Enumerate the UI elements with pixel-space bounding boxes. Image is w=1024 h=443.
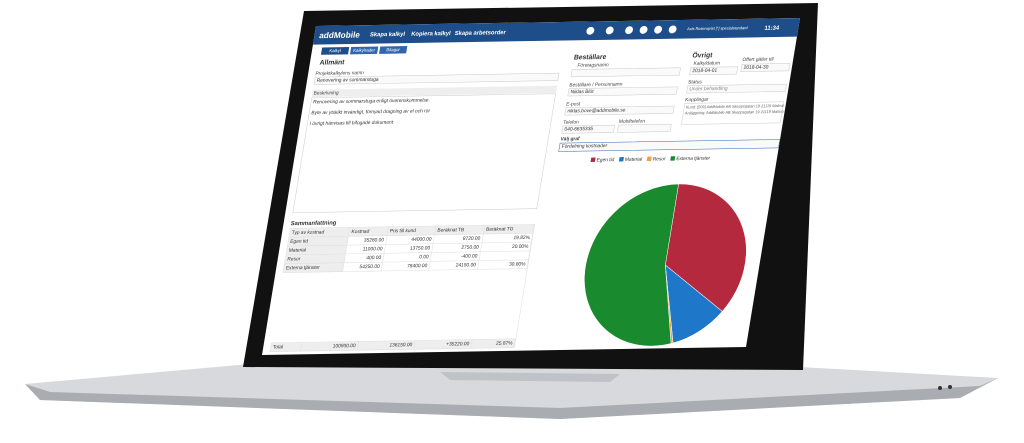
total-cell: Total: [270, 342, 302, 352]
date-input[interactable]: 2018-04-01: [689, 66, 738, 76]
icon[interactable]: [639, 25, 648, 34]
mobile-input[interactable]: [617, 123, 672, 133]
section-title: Övrigt: [691, 50, 714, 59]
laptop-base-edge: [25, 378, 998, 419]
port: [938, 386, 942, 390]
toolbar-icons: [586, 25, 677, 35]
icon[interactable]: [586, 26, 595, 35]
summary-table: Typ av kostnad Kostnad Pris till kund Beräk…: [283, 224, 535, 273]
label: Kalkyldatum: [693, 60, 721, 67]
section-title: Allmänt: [319, 57, 346, 67]
phone-input[interactable]: 040-6635335: [561, 124, 615, 134]
company-input[interactable]: [570, 67, 681, 78]
legend-label: Egen tid: [596, 157, 615, 163]
total-cell: 136150.00: [357, 340, 416, 351]
icon[interactable]: [668, 25, 677, 34]
status-input[interactable]: Under behandling: [686, 83, 787, 94]
total-row: Total 100930.00 136150.00 +35220.00 25.87%: [270, 338, 516, 352]
action[interactable]: Skapa kalkyl: [369, 30, 406, 38]
graph-select[interactable]: Fördelning kostnader: [558, 139, 781, 152]
label: Välj graf: [560, 136, 581, 142]
tab[interactable]: Kalkylrader: [349, 46, 379, 55]
email-input[interactable]: niklas.bove@addmobile.se: [564, 105, 675, 116]
legend-label: Material: [624, 157, 642, 163]
legend-swatch: [670, 156, 676, 161]
legend-swatch: [590, 157, 596, 162]
label: Kopplingar: [684, 96, 709, 103]
icon[interactable]: [654, 25, 663, 34]
legend-swatch: [618, 157, 624, 162]
total-cell: +35220.00: [413, 339, 473, 350]
person-input[interactable]: Niklas Blöt: [567, 86, 678, 97]
icon[interactable]: [605, 26, 614, 35]
pie-slice: [584, 183, 679, 347]
label: E-post: [565, 101, 581, 108]
logo: addMobile: [318, 30, 361, 41]
action[interactable]: Kopiera kalkyl: [410, 29, 452, 38]
legend-swatch: [646, 156, 652, 162]
action[interactable]: Skapa arbetsorder: [454, 28, 507, 37]
laptop-notch: [440, 372, 620, 382]
section-title: Beställare: [573, 52, 608, 61]
pie-chart: Egen tid Material Resor Externa tjänster: [584, 156, 747, 347]
tab[interactable]: Bilagor: [379, 46, 408, 54]
tab[interactable]: Kalkyl: [320, 46, 350, 55]
valid-input[interactable]: 2018-04-30: [740, 63, 791, 72]
total-cell: 25.87%: [470, 338, 516, 349]
cell: 30.80%: [477, 259, 529, 270]
cell: Externa tjänster: [283, 262, 345, 273]
label: Telefon: [562, 119, 580, 126]
legend-label: Externa tjänster: [676, 156, 711, 163]
label: Företagsnamn: [576, 62, 610, 69]
total-cell: 100930.00: [300, 341, 359, 352]
label: Offert gäller till: [742, 56, 775, 63]
cell: 24150.00: [428, 260, 479, 271]
section-title: Sammanfattning: [290, 219, 337, 227]
label: Status: [687, 79, 703, 85]
cell: 78400.00: [381, 261, 431, 271]
screen: addMobile Skapa kalkyl Kopiera kalkyl Sk…: [261, 18, 800, 355]
port: [948, 385, 952, 389]
legend-label: Resor: [652, 156, 666, 162]
pie-slice: [665, 183, 747, 312]
time: 11:34: [764, 24, 780, 32]
total: Total 100930.00 136150.00 +35220.00 25.87%: [270, 338, 516, 352]
cell: 54250.00: [342, 262, 383, 272]
icon[interactable]: [625, 26, 634, 35]
